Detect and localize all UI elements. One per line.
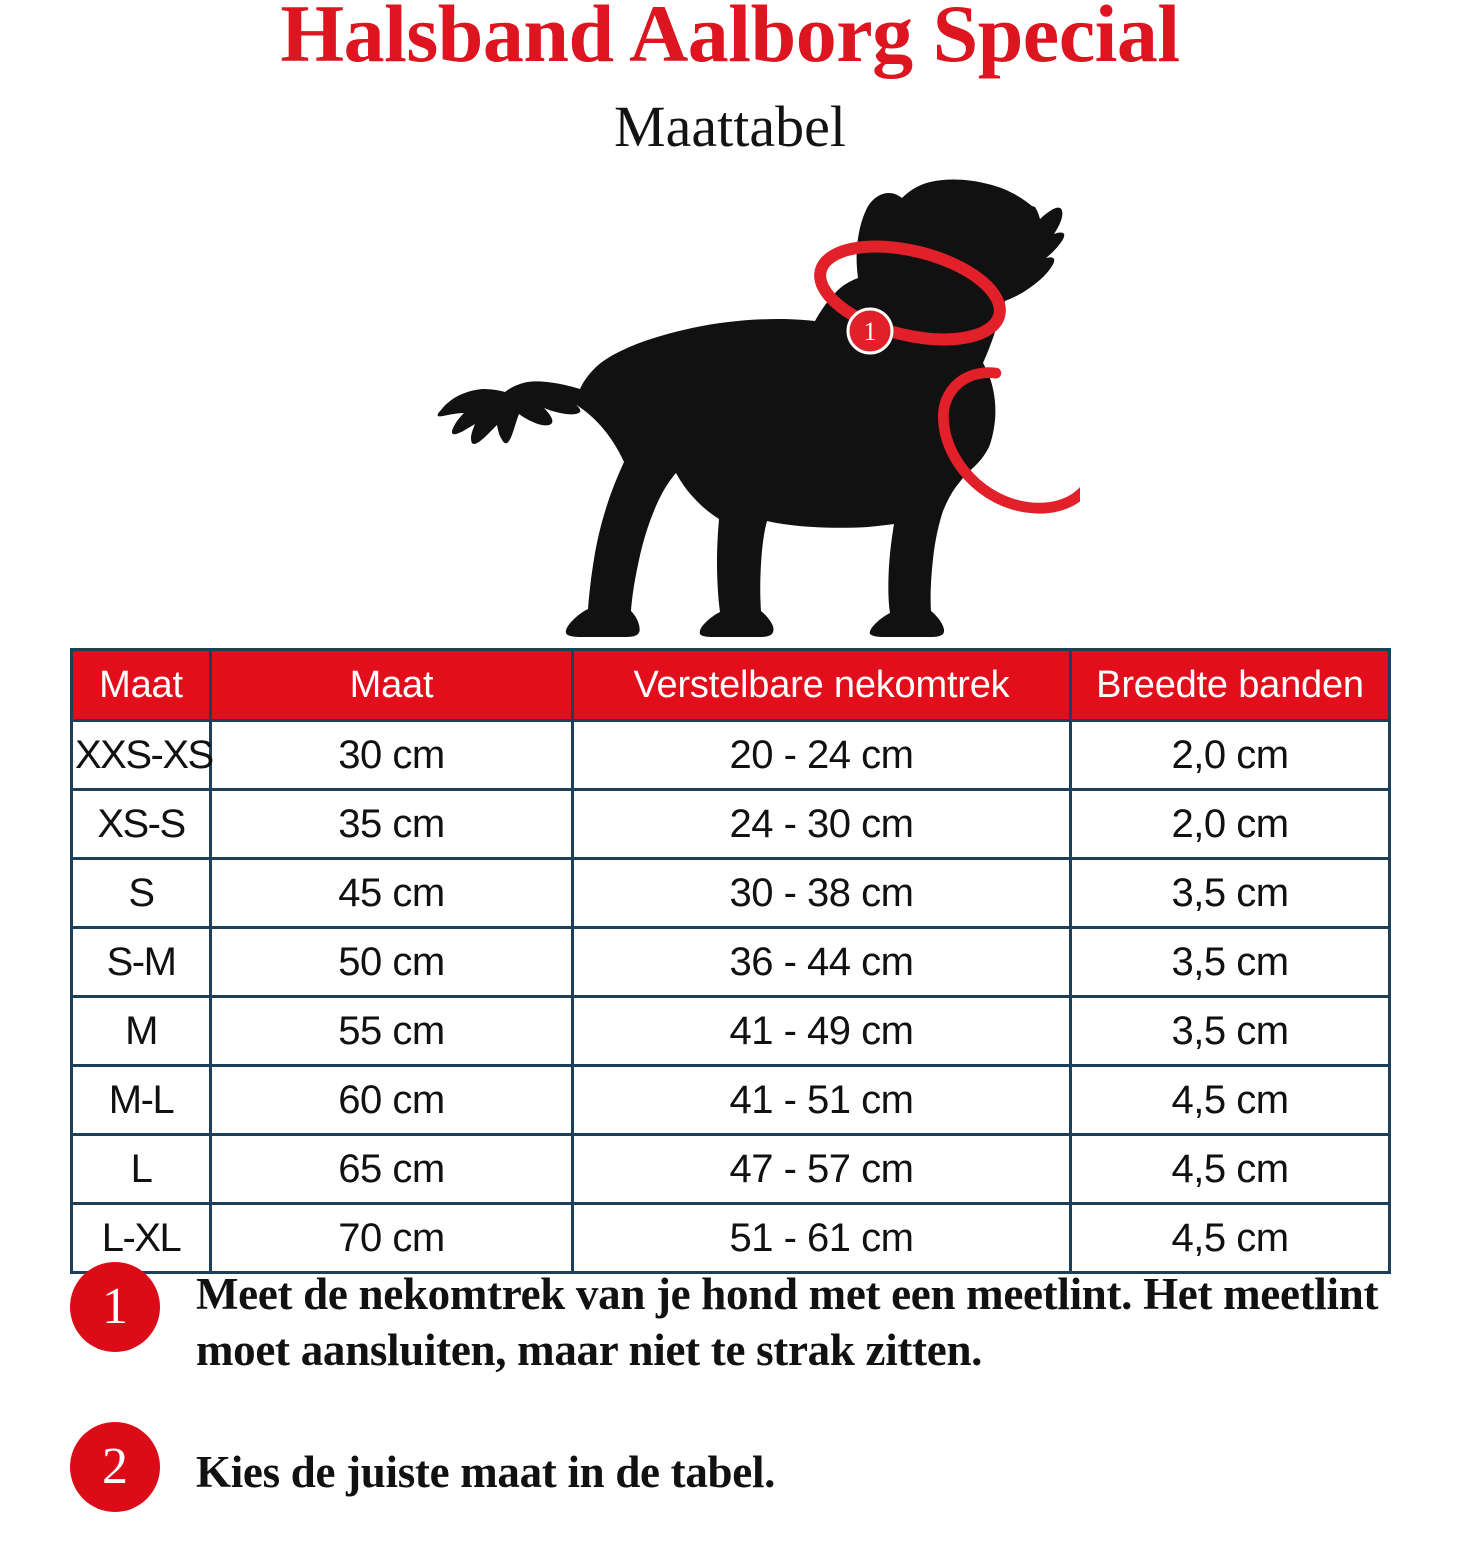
cell-bandwidth: 2,0 cm [1069, 788, 1391, 860]
cell-length: 35 cm [209, 788, 574, 860]
table-row: XXS-XS 30 cm 20 - 24 cm 2,0 cm [70, 719, 1391, 791]
column-header-length: Maat [209, 648, 574, 722]
header-block: Halsband Aalborg Special Maattabel [0, 0, 1460, 160]
dog-silhouette-shape [437, 179, 1065, 638]
cell-length: 45 cm [209, 857, 574, 929]
table-row: M-L 60 cm 41 - 51 cm 4,5 cm [70, 1064, 1391, 1136]
cell-bandwidth: 4,5 cm [1069, 1133, 1391, 1205]
red-collar-loop [937, 367, 1080, 514]
cell-bandwidth: 3,5 cm [1069, 857, 1391, 929]
cell-neck: 24 - 30 cm [571, 788, 1072, 860]
cell-neck: 51 - 61 cm [571, 1202, 1072, 1274]
cell-size: S [70, 857, 212, 929]
table-row: M 55 cm 41 - 49 cm 3,5 cm [70, 995, 1391, 1067]
cell-length: 70 cm [209, 1202, 574, 1274]
cell-bandwidth: 3,5 cm [1069, 926, 1391, 998]
cell-size: S-M [70, 926, 212, 998]
instruction-step-1: 1 Meet de nekomtrek van je hond met een … [70, 1262, 1410, 1378]
table-row: L 65 cm 47 - 57 cm 4,5 cm [70, 1133, 1391, 1205]
cell-length: 30 cm [209, 719, 574, 791]
step-badge-1: 1 [70, 1262, 160, 1352]
cell-neck: 30 - 38 cm [571, 857, 1072, 929]
cell-size: L-XL [70, 1202, 212, 1274]
cell-size: L [70, 1133, 212, 1205]
instructions-list: 1 Meet de nekomtrek van je hond met een … [70, 1262, 1410, 1556]
cell-length: 55 cm [209, 995, 574, 1067]
cell-bandwidth: 3,5 cm [1069, 995, 1391, 1067]
cell-bandwidth: 4,5 cm [1069, 1202, 1391, 1274]
dog-illustration [420, 168, 1080, 638]
size-table: Maat Maat Verstelbare nekomtrek Breedte … [70, 648, 1391, 1274]
table-row: XS-S 35 cm 24 - 30 cm 2,0 cm [70, 788, 1391, 860]
table-row: L-XL 70 cm 51 - 61 cm 4,5 cm [70, 1202, 1391, 1274]
cell-neck: 41 - 49 cm [571, 995, 1072, 1067]
red-collar-ellipse [814, 240, 1006, 346]
cell-length: 50 cm [209, 926, 574, 998]
step-badge-2: 2 [70, 1422, 160, 1512]
cell-size: M-L [70, 1064, 212, 1136]
instruction-step-2: 2 Kies de juiste maat in de tabel. [70, 1422, 1410, 1512]
cell-size: XXS-XS [70, 719, 214, 791]
cell-neck: 41 - 51 cm [571, 1064, 1072, 1136]
page-title: Halsband Aalborg Special [280, 0, 1180, 79]
step-text-1: Meet de nekomtrek van je hond met een me… [196, 1269, 1379, 1375]
cell-size: M [70, 995, 212, 1067]
column-header-neck: Verstelbare nekomtrek [571, 648, 1072, 722]
table-row: S-M 50 cm 36 - 44 cm 3,5 cm [70, 926, 1391, 998]
cell-neck: 47 - 57 cm [571, 1133, 1072, 1205]
column-header-size: Maat [70, 648, 212, 722]
table-header-row: Maat Maat Verstelbare nekomtrek Breedte … [70, 648, 1391, 722]
collar-overlay: 1 [814, 240, 1006, 355]
collar-marker-circle [846, 307, 894, 355]
collar-marker-label: 1 [864, 317, 877, 346]
page-subtitle: Maattabel [614, 94, 846, 159]
cell-bandwidth: 2,0 cm [1069, 719, 1391, 791]
step-text-2: Kies de juiste maat in de tabel. [196, 1447, 776, 1497]
column-header-bandwidth: Breedte banden [1069, 648, 1391, 722]
cell-neck: 20 - 24 cm [571, 719, 1072, 791]
cell-length: 60 cm [209, 1064, 574, 1136]
cell-size: XS-S [70, 788, 212, 860]
cell-bandwidth: 4,5 cm [1069, 1064, 1391, 1136]
cell-neck: 36 - 44 cm [571, 926, 1072, 998]
table-row: S 45 cm 30 - 38 cm 3,5 cm [70, 857, 1391, 929]
cell-length: 65 cm [209, 1133, 574, 1205]
